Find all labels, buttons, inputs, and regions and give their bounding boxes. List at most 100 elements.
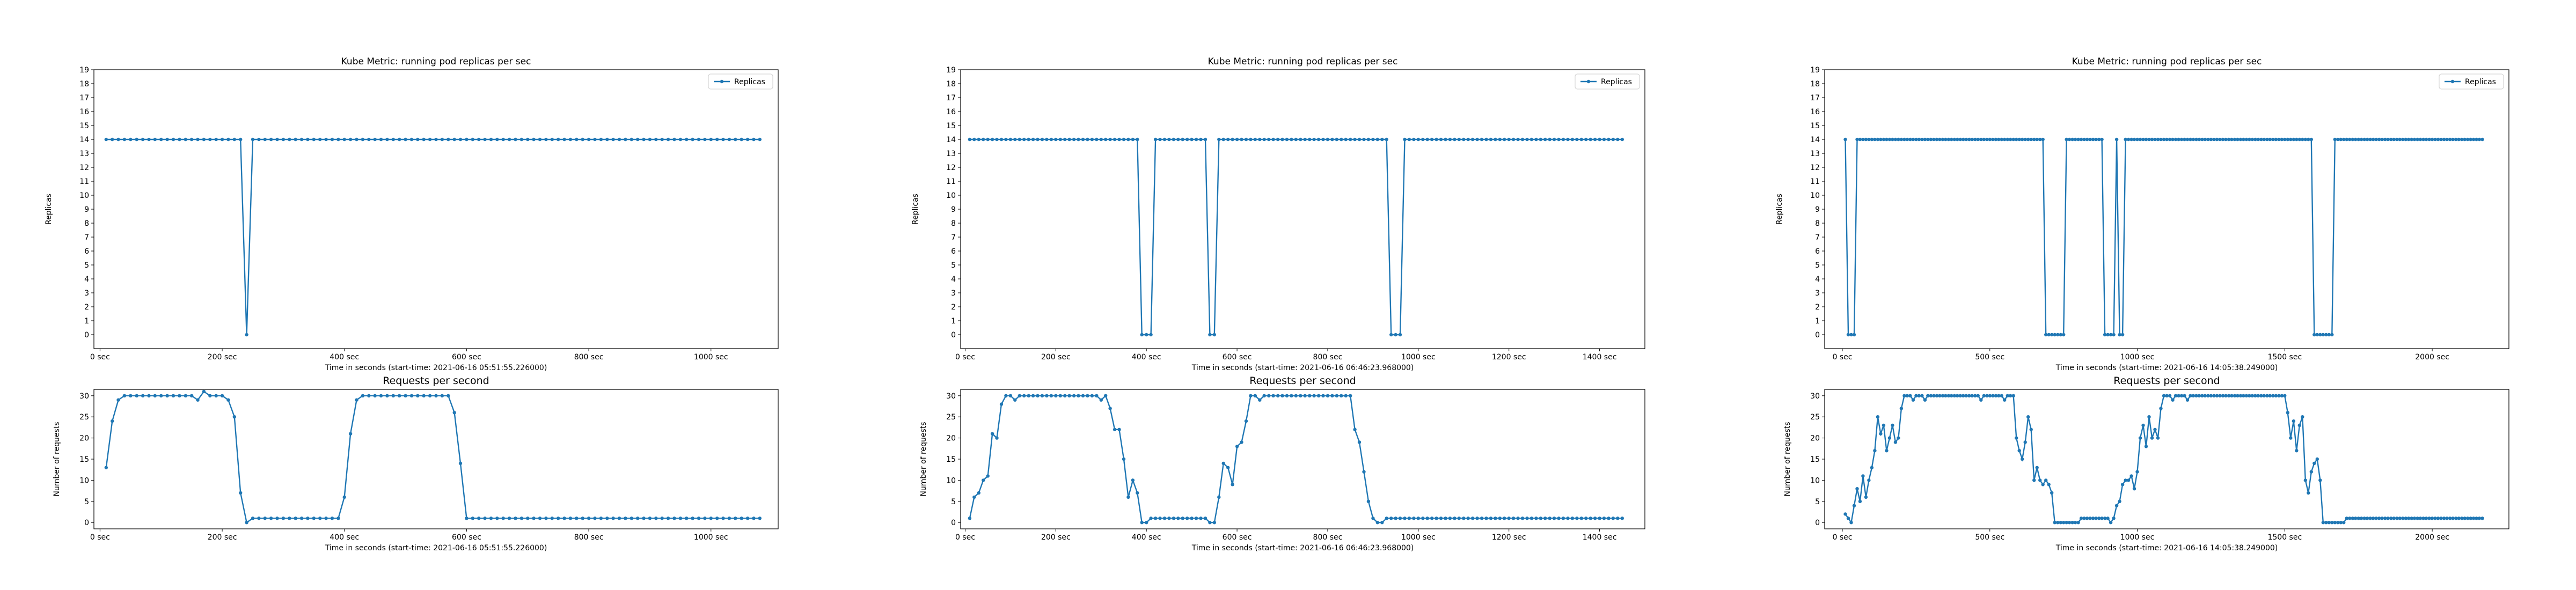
data-point (361, 137, 365, 142)
data-point (373, 137, 377, 142)
data-point (465, 517, 469, 520)
data-point (1385, 137, 1388, 142)
replicas-chart-title: Kube Metric: running pod replicas per se… (1208, 56, 1398, 67)
data-point (2315, 457, 2319, 461)
data-point (1849, 333, 1853, 337)
data-point (721, 517, 725, 520)
data-point (587, 137, 591, 142)
data-point (691, 137, 694, 142)
data-point (2076, 521, 2080, 525)
y-tick-label: 8 (84, 219, 89, 228)
data-point (2439, 517, 2443, 520)
data-point (257, 137, 261, 142)
data-point (1407, 137, 1411, 142)
data-point (2065, 521, 2068, 525)
data-point (2389, 517, 2393, 520)
data-point (715, 137, 719, 142)
x-tick-label: 1000 sec (1401, 353, 1436, 362)
data-point (1416, 137, 1420, 142)
data-point (1344, 394, 1348, 397)
data-point (2333, 137, 2337, 142)
data-point (2118, 499, 2121, 503)
data-point (196, 137, 200, 142)
data-point (2165, 394, 2169, 397)
data-point (299, 517, 304, 520)
data-point (2244, 137, 2249, 142)
data-point (2342, 137, 2346, 142)
data-point (208, 137, 212, 142)
data-point (2026, 415, 2030, 419)
data-point (1929, 137, 1933, 142)
y-tick-label: 19 (79, 66, 89, 75)
data-point (1063, 394, 1067, 397)
data-point (1938, 137, 1942, 142)
data-point (982, 478, 985, 482)
data-point (1584, 517, 1588, 520)
data-point (697, 137, 701, 142)
y-tick-label: 30 (1810, 392, 1820, 401)
data-point (2236, 394, 2240, 397)
data-point (1090, 394, 1094, 397)
data-point (758, 137, 762, 142)
data-point (685, 517, 689, 520)
y-tick-label: 12 (79, 164, 89, 172)
data-point (557, 137, 560, 142)
data-point (214, 137, 218, 142)
data-point (1380, 137, 1384, 142)
data-point (611, 137, 615, 142)
data-point (2280, 394, 2284, 397)
data-point (1199, 517, 1203, 520)
x-tick-label: 200 sec (208, 533, 237, 542)
data-point (2059, 521, 2062, 525)
data-point (1027, 137, 1030, 142)
data-point (982, 137, 985, 142)
data-point (1448, 517, 1452, 520)
y-tick-label: 0 (1815, 331, 1820, 340)
y-tick-label: 14 (1810, 136, 1820, 144)
data-point (2177, 137, 2180, 142)
data-point (1326, 137, 1330, 142)
data-point (1858, 499, 1862, 503)
data-point (672, 517, 676, 520)
data-point (636, 517, 640, 520)
data-point (111, 419, 114, 423)
y-tick-label: 10 (79, 191, 89, 200)
data-point (1988, 137, 1992, 142)
data-point (422, 394, 426, 397)
data-point (697, 517, 701, 520)
data-point (1462, 137, 1466, 142)
data-point (1185, 517, 1189, 520)
data-point (245, 333, 248, 337)
data-point (1453, 517, 1457, 520)
data-point (2289, 436, 2293, 440)
data-point (2047, 333, 2051, 337)
data-point (489, 517, 493, 520)
data-point (1480, 517, 1484, 520)
data-point (2109, 521, 2113, 525)
legend-box (2439, 73, 2504, 90)
data-point (2424, 517, 2428, 520)
data-point (1072, 137, 1076, 142)
data-point (2469, 137, 2472, 142)
data-point (1176, 137, 1180, 142)
data-point (514, 137, 517, 142)
data-point (1498, 137, 1502, 142)
data-point (758, 517, 762, 520)
data-point (1864, 495, 1868, 499)
data-point (1117, 427, 1121, 431)
data-point (630, 517, 634, 520)
data-point (220, 137, 224, 142)
x-tick-label: 800 sec (1313, 533, 1343, 542)
data-point (2047, 483, 2051, 486)
data-point (2147, 415, 2151, 419)
data-point (2412, 517, 2417, 520)
data-point (1045, 394, 1049, 397)
data-point (2144, 445, 2148, 448)
data-point (379, 394, 383, 397)
data-point (1962, 137, 1965, 142)
data-point (336, 137, 340, 142)
data-point (526, 137, 530, 142)
data-point (2135, 470, 2139, 474)
data-point (1158, 517, 1162, 520)
data-point (1285, 394, 1289, 397)
